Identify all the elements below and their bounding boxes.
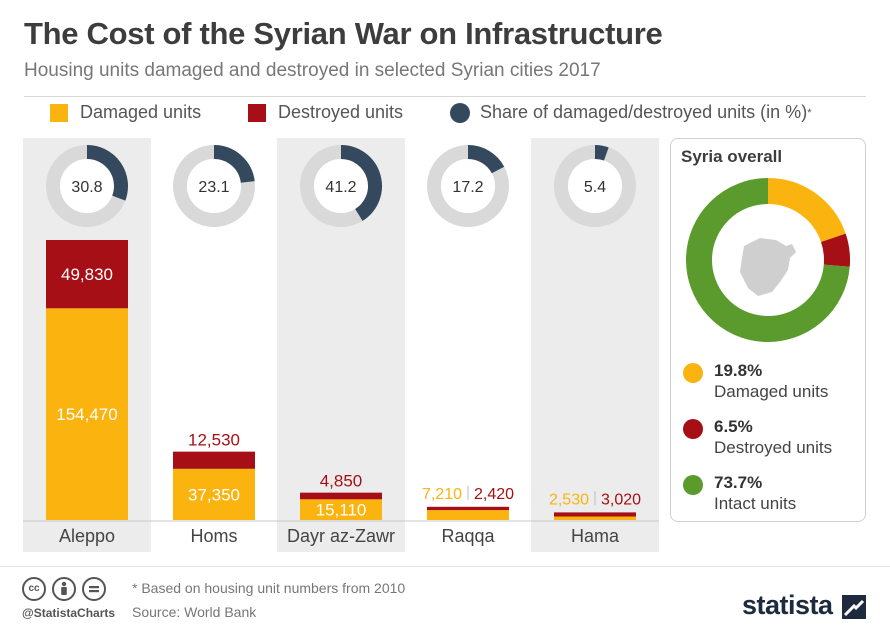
label-destroyed-aleppo: 49,830 xyxy=(61,265,113,284)
statista-charts-handle[interactable]: @StatistaCharts xyxy=(22,606,116,620)
label-destroyed-hama: 3,020 xyxy=(601,491,641,508)
bar-destroyed-dayr-az-zawr xyxy=(300,492,382,500)
label-damaged-dayr-az-zawr: 15,110 xyxy=(316,501,367,520)
overall-dot-damaged xyxy=(683,363,703,383)
share-arc-aleppo xyxy=(86,145,128,201)
category-label-hama: Hama xyxy=(571,526,620,546)
label-destroyed-raqqa: 2,420 xyxy=(474,486,514,503)
footer-divider xyxy=(0,566,890,567)
label-destroyed-dayr-az-zawr: 4,850 xyxy=(320,472,363,491)
category-label-homs: Homs xyxy=(190,526,237,546)
legend-label-damaged: Damaged units xyxy=(80,102,202,122)
overall-label-destroyed: Destroyed units xyxy=(714,438,833,457)
creative-commons-icon: cc xyxy=(22,577,46,601)
share-donut-hole-dayr-az-zawr xyxy=(314,159,368,213)
chart-subtitle: Housing units damaged and destroyed in s… xyxy=(24,60,601,81)
legend-share-asterisk: * xyxy=(807,106,812,119)
category-label-dayr-az-zawr: Dayr az-Zawr xyxy=(287,526,395,546)
syria-overall-panel: Syria overall 19.8% Damaged units 6.5% D… xyxy=(670,138,866,522)
statista-logo[interactable]: statista xyxy=(742,590,833,620)
overall-dot-destroyed xyxy=(683,419,703,439)
share-label-raqqa: 17.2 xyxy=(452,179,483,196)
source-note: Source: World Bank xyxy=(132,604,257,620)
overall-dot-intact xyxy=(683,475,703,495)
footnote: * Based on housing unit numbers from 201… xyxy=(132,580,406,596)
no-derivatives-icon xyxy=(82,577,106,601)
bar-damaged-dayr-az-zawr xyxy=(300,499,382,520)
legend-swatch-destroyed xyxy=(248,103,266,122)
overall-pct-intact: 73.7% xyxy=(714,473,763,492)
label-damaged-raqqa: 7,210 xyxy=(422,486,462,503)
label-destroyed-homs: 12,530 xyxy=(188,431,240,450)
share-label-homs: 23.1 xyxy=(198,179,229,196)
overall-label-damaged: Damaged units xyxy=(714,382,829,401)
legend-label-share: Share of damaged/destroyed units (in %) xyxy=(480,102,808,122)
bar-destroyed-hama xyxy=(554,512,636,517)
share-donut-hole-homs xyxy=(187,159,241,213)
syria-overall-title: Syria overall xyxy=(681,147,783,166)
legend-label-destroyed: Destroyed units xyxy=(278,102,404,122)
overall-pct-destroyed: 6.5% xyxy=(714,417,753,436)
attribution-person-icon xyxy=(52,577,76,601)
bar-destroyed-raqqa xyxy=(427,506,509,511)
legend-item-damaged: Damaged units xyxy=(50,102,201,123)
share-arc-dayr-az-zawr xyxy=(340,145,382,221)
legend-item-destroyed: Destroyed units xyxy=(248,102,403,123)
share-donut-hole-raqqa xyxy=(441,159,495,213)
share-label-hama: 5.4 xyxy=(584,179,606,196)
bar-damaged-hama xyxy=(554,516,636,520)
share-arc-raqqa xyxy=(467,145,505,174)
category-label-aleppo: Aleppo xyxy=(59,526,115,546)
share-donut-hole-hama xyxy=(568,159,622,213)
bar-destroyed-homs xyxy=(173,451,255,469)
bar-damaged-aleppo xyxy=(46,308,128,520)
bar-destroyed-aleppo xyxy=(46,240,128,309)
share-arc-homs xyxy=(213,145,255,184)
bar-damaged-homs xyxy=(173,468,255,520)
statista-logo-mark-icon xyxy=(842,595,866,619)
header-divider xyxy=(24,96,866,97)
legend-item-share: Share of damaged/destroyed units (in %) * xyxy=(450,102,811,123)
legend-dot-share xyxy=(450,102,470,123)
share-arc-hama xyxy=(594,145,609,161)
overall-label-intact: Intact units xyxy=(714,494,797,513)
chart-title: The Cost of the Syrian War on Infrastruc… xyxy=(24,16,663,51)
category-label-raqqa: Raqqa xyxy=(441,526,495,546)
overall-pct-damaged: 19.8% xyxy=(714,361,763,380)
share-label-dayr-az-zawr: 41.2 xyxy=(325,179,356,196)
share-donut-hole-aleppo xyxy=(60,159,114,213)
label-damaged-aleppo: 154,470 xyxy=(56,405,117,424)
bar-damaged-raqqa xyxy=(427,510,509,520)
share-label-aleppo: 30.8 xyxy=(71,179,102,196)
label-damaged-homs: 37,350 xyxy=(188,485,240,504)
legend-swatch-damaged xyxy=(50,103,68,122)
label-damaged-hama: 2,530 xyxy=(549,491,589,508)
